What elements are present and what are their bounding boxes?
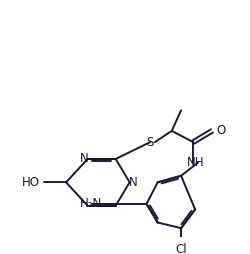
Text: N: N <box>80 152 88 165</box>
Text: HO: HO <box>22 176 40 189</box>
Text: S: S <box>146 136 154 149</box>
Text: O: O <box>217 124 226 137</box>
Text: NH: NH <box>186 156 204 169</box>
Text: H₂N: H₂N <box>80 197 102 210</box>
Text: N: N <box>129 176 138 189</box>
Text: Cl: Cl <box>175 243 187 254</box>
